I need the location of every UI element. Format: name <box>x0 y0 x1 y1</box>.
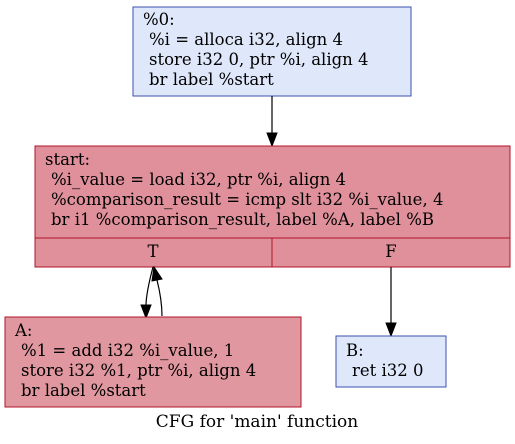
node-entry-box <box>132 6 412 97</box>
node-entry-label: %0: <box>143 10 175 29</box>
node-B-box <box>335 335 447 388</box>
port-false-label[interactable]: F <box>385 242 396 261</box>
node-entry-line: store i32 0, ptr %i, align 4 <box>149 50 369 69</box>
arrowhead-icon <box>151 265 163 282</box>
edge-entry-to-start <box>266 96 278 148</box>
arrowhead-icon <box>140 304 152 320</box>
node-start-line: br i1 %comparison_result, label %A, labe… <box>51 210 434 229</box>
node-entry-line: %i = alloca i32, align 4 <box>149 30 343 49</box>
port-true-label[interactable]: T <box>147 242 158 261</box>
edge-false-to-B <box>385 267 397 338</box>
node-A-box <box>4 316 302 408</box>
node-start-line: %comparison_result = icmp slt i32 %i_val… <box>51 190 443 209</box>
node-A-line: %1 = add i32 %i_value, 1 <box>21 341 234 360</box>
node-A[interactable]: A: %1 = add i32 %i_value, 1 store i32 %1… <box>4 316 302 408</box>
node-start[interactable]: start: %i_value = load i32, ptr %i, alig… <box>34 145 511 268</box>
node-B[interactable]: B: ret i32 0 <box>335 335 447 388</box>
node-A-line: br label %start <box>21 381 146 400</box>
edge-A-to-true <box>151 265 163 317</box>
graph-caption: CFG for 'main' function <box>156 412 358 432</box>
node-A-line: store i32 %1, ptr %i, align 4 <box>21 361 256 380</box>
node-start-line: %i_value = load i32, ptr %i, align 4 <box>51 170 346 189</box>
edge-line <box>156 279 163 317</box>
node-entry[interactable]: %0: %i = alloca i32, align 4 store i32 0… <box>132 6 412 97</box>
edge-true-to-A <box>140 266 154 320</box>
arrowhead-icon <box>385 322 397 338</box>
node-B-line: ret i32 0 <box>352 361 424 380</box>
node-entry-line: br label %start <box>149 70 274 89</box>
node-B-label: B: <box>346 341 364 360</box>
arrowhead-icon <box>266 132 278 148</box>
node-A-label: A: <box>14 321 32 340</box>
node-start-label: start: <box>45 150 90 169</box>
edge-line <box>145 266 154 307</box>
